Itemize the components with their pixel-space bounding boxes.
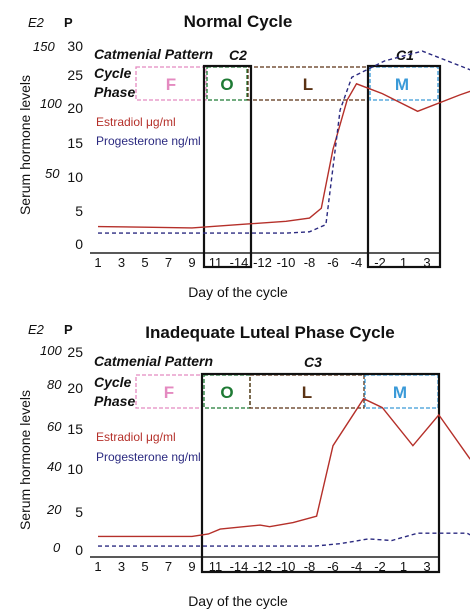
x-tick-label: -6 [327, 559, 339, 574]
box-label-c2: C2 [229, 47, 247, 63]
phase-ovulatory-letter: O [220, 75, 233, 94]
p-tick: 20 [67, 380, 83, 396]
progesterone-line [98, 532, 470, 547]
catamenial-pattern-label: Catmenial Pattern [94, 46, 213, 62]
phase-label: Phase [94, 84, 135, 100]
e2-tick: 100 [40, 343, 62, 358]
phase-label: Phase [94, 393, 135, 409]
e2-tick: 40 [47, 459, 62, 474]
x-tick-label: 1 [94, 559, 101, 574]
x-tick-label: -12 [253, 255, 272, 270]
ovulation-highlight-box [202, 64, 253, 269]
data-series [97, 50, 470, 234]
x-tick-label: -8 [304, 559, 316, 574]
phase-follicular-letter: F [166, 75, 176, 94]
x-tick-label: 3 [423, 559, 430, 574]
e2-tick: 0 [53, 540, 61, 555]
phase-box-follicular [135, 374, 203, 409]
x-tick-label: -10 [277, 559, 296, 574]
x-axis-label: Day of the cycle [188, 284, 288, 300]
x-tick-label: -10 [277, 255, 296, 270]
x-tick-label: -8 [304, 255, 316, 270]
x-tick-label: 11 [209, 559, 223, 574]
phase-ovulatory-letter: O [220, 383, 233, 402]
p-tick: 5 [75, 203, 83, 219]
phase-menstrual-letter: M [395, 75, 409, 94]
x-tick-label: -2 [374, 255, 386, 270]
chart-title: Normal Cycle [184, 12, 293, 31]
e2-tick: 150 [33, 39, 55, 54]
legend-progesterone: Progesterone ng/ml [96, 450, 201, 464]
x-tick-label: -6 [327, 255, 339, 270]
x-tick-label: 9 [188, 255, 195, 270]
chart-normal-cycle: Normal Cycle E2 P Serum hormone levels 1… [17, 12, 470, 300]
x-tick-label: -4 [351, 255, 363, 270]
x-tick-label: 9 [188, 559, 195, 574]
p-tick: 25 [67, 344, 83, 360]
x-tick-label: 3 [423, 255, 430, 270]
menstrual-highlight-box [366, 64, 442, 269]
x-tick-label: -2 [374, 559, 386, 574]
p-tick: 0 [75, 542, 83, 558]
x-tick-label: -12 [253, 559, 272, 574]
p-tick: 20 [67, 100, 83, 116]
x-tick-label: 11 [209, 255, 223, 270]
legend-progesterone: Progesterone ng/ml [96, 134, 201, 148]
p-tick: 15 [67, 135, 83, 151]
x-tick-label: -14 [230, 559, 249, 574]
x-tick-labels: 1 3 5 7 9 11 -14 -12 -10 -8 -6 -4 -2 1 3 [94, 559, 430, 574]
e2-tick: 60 [47, 419, 62, 434]
phase-box-follicular [135, 66, 207, 101]
x-tick-label: 5 [141, 255, 148, 270]
p-tick: 25 [67, 67, 83, 83]
legend-estradiol: Estradiol μg/ml [96, 430, 176, 444]
x-tick-label: 3 [118, 255, 125, 270]
x-tick-label: -4 [351, 559, 363, 574]
x-tick-label: 3 [118, 559, 125, 574]
y-axis-label: Serum hormone levels [17, 75, 33, 215]
e2-tick: 20 [46, 502, 62, 517]
box-label-c3: C3 [304, 354, 322, 370]
data-series [98, 397, 470, 547]
x-axis-label: Day of the cycle [188, 593, 288, 609]
p-tick: 0 [75, 236, 83, 252]
phase-luteal-letter: L [303, 75, 313, 94]
p-tick: 10 [67, 169, 83, 185]
catamenial-pattern-label: Catmenial Pattern [94, 353, 213, 369]
cycle-label: Cycle [94, 65, 132, 81]
cycle-highlight-box [200, 372, 441, 574]
e2-tick: 80 [47, 377, 62, 392]
x-tick-label: 7 [165, 255, 172, 270]
chart-inadequate-luteal-phase: Inadequate Luteal Phase Cycle E2 P Serum… [17, 322, 470, 609]
e2-unit-label: E2 [28, 15, 45, 30]
p-unit-label: P [64, 15, 73, 30]
p-tick: 15 [67, 421, 83, 437]
y-axis-label: Serum hormone levels [17, 390, 33, 530]
x-tick-labels: 1 3 5 7 9 11 -14 -12 -10 -8 -6 -4 -2 1 3 [94, 255, 430, 270]
cycle-label: Cycle [94, 374, 132, 390]
e2-tick: 50 [45, 166, 60, 181]
p-unit-label: P [64, 322, 73, 337]
e2-unit-label: E2 [28, 322, 45, 337]
x-tick-label: 1 [400, 255, 407, 270]
estradiol-line [97, 82, 470, 229]
legend-estradiol: Estradiol μg/ml [96, 115, 176, 129]
phase-menstrual-letter: M [393, 383, 407, 402]
chart-title: Inadequate Luteal Phase Cycle [145, 323, 394, 342]
estradiol-line [98, 397, 470, 538]
x-tick-label: 7 [165, 559, 172, 574]
phase-box-luteal [247, 66, 369, 101]
x-tick-label: 1 [94, 255, 101, 270]
e2-tick: 100 [40, 96, 62, 111]
x-tick-label: -14 [230, 255, 249, 270]
p-tick: 30 [67, 38, 83, 54]
phase-luteal-letter: L [302, 383, 312, 402]
phase-follicular-letter: F [164, 383, 174, 402]
x-tick-label: 5 [141, 559, 148, 574]
p-tick: 5 [75, 504, 83, 520]
p-tick: 10 [67, 461, 83, 477]
x-tick-label: 1 [400, 559, 407, 574]
